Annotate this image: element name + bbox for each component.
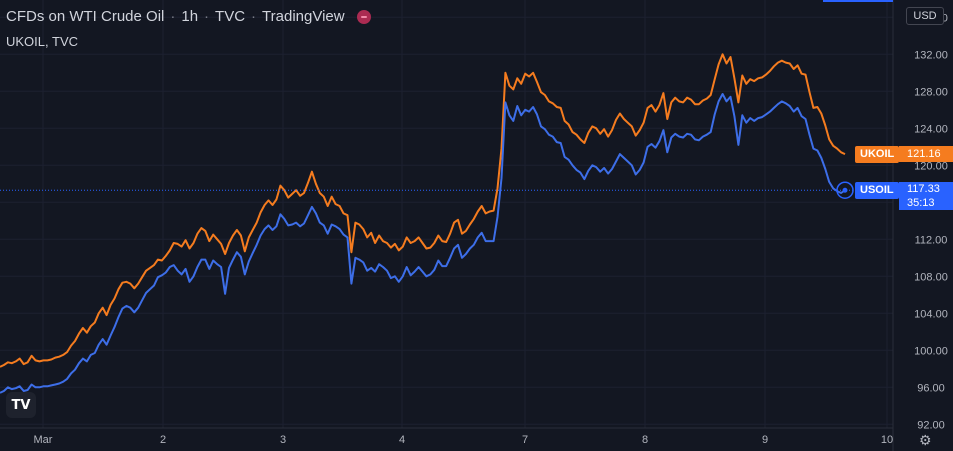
y-tick-label: 132.00 xyxy=(914,49,948,61)
x-tick-label: 4 xyxy=(399,434,405,446)
chart-title: CFDs on WTI Crude Oil · 1h · TVC · Tradi… xyxy=(6,8,371,25)
y-tick-label: 100.00 xyxy=(914,345,948,357)
axes xyxy=(0,0,894,451)
title-part: TVC xyxy=(215,8,246,25)
y-tick-label: 92.00 xyxy=(917,419,945,431)
market-status-icon[interactable] xyxy=(356,9,371,24)
y-tick-label: 112.00 xyxy=(915,234,948,246)
ukoil-price-tag: 121.16 xyxy=(899,146,953,163)
usoil-price-tag: 117.33 35:13 xyxy=(899,182,953,211)
currency-selector[interactable]: USD xyxy=(906,7,944,25)
x-tick-label: 2 xyxy=(160,434,166,446)
usoil-current-marker-ring xyxy=(836,181,854,199)
grid xyxy=(0,0,893,428)
tick-labels: 92.0096.00100.00104.00108.00112.00116.00… xyxy=(34,12,948,446)
y-tick-label: 108.00 xyxy=(914,271,948,283)
usoil-series-line xyxy=(0,93,846,394)
title-part: TradingView xyxy=(262,8,345,25)
title-separator: · xyxy=(170,8,176,25)
ukoil-series-line xyxy=(0,53,846,368)
y-tick-label: 124.00 xyxy=(914,123,948,135)
title-part: 1h xyxy=(181,8,199,25)
usoil-current-marker-dot xyxy=(842,187,848,193)
x-tick-label: 7 xyxy=(522,434,528,446)
ukoil-price: 121.16 xyxy=(907,148,941,161)
tradingview-logo[interactable]: TV xyxy=(6,392,36,418)
title-part: CFDs on WTI Crude Oil xyxy=(6,8,165,25)
y-tick-label: 128.00 xyxy=(914,86,948,98)
ukoil-label-tag: UKOIL xyxy=(855,145,900,163)
series-lines xyxy=(0,53,893,394)
x-tick-label: Mar xyxy=(34,434,53,446)
x-tick-label: 3 xyxy=(280,434,286,446)
usoil-countdown: 35:13 xyxy=(907,197,935,210)
gear-icon[interactable]: ⚙ xyxy=(919,432,932,448)
title-separator: · xyxy=(251,8,257,25)
x-tick-label: 9 xyxy=(762,434,768,446)
top-edge-marker xyxy=(823,0,893,2)
x-tick-label: 10 xyxy=(881,434,893,446)
usoil-price: 117.33 xyxy=(907,183,940,196)
y-tick-label: 104.00 xyxy=(914,308,948,320)
y-tick-label: 120.00 xyxy=(914,160,948,172)
symbol-legend[interactable]: UKOIL, TVC xyxy=(6,34,79,49)
y-tick-label: 96.00 xyxy=(917,382,945,394)
x-tick-label: 8 xyxy=(642,434,648,446)
usoil-label-tag: USOIL xyxy=(855,181,899,199)
title-separator: · xyxy=(204,8,210,25)
